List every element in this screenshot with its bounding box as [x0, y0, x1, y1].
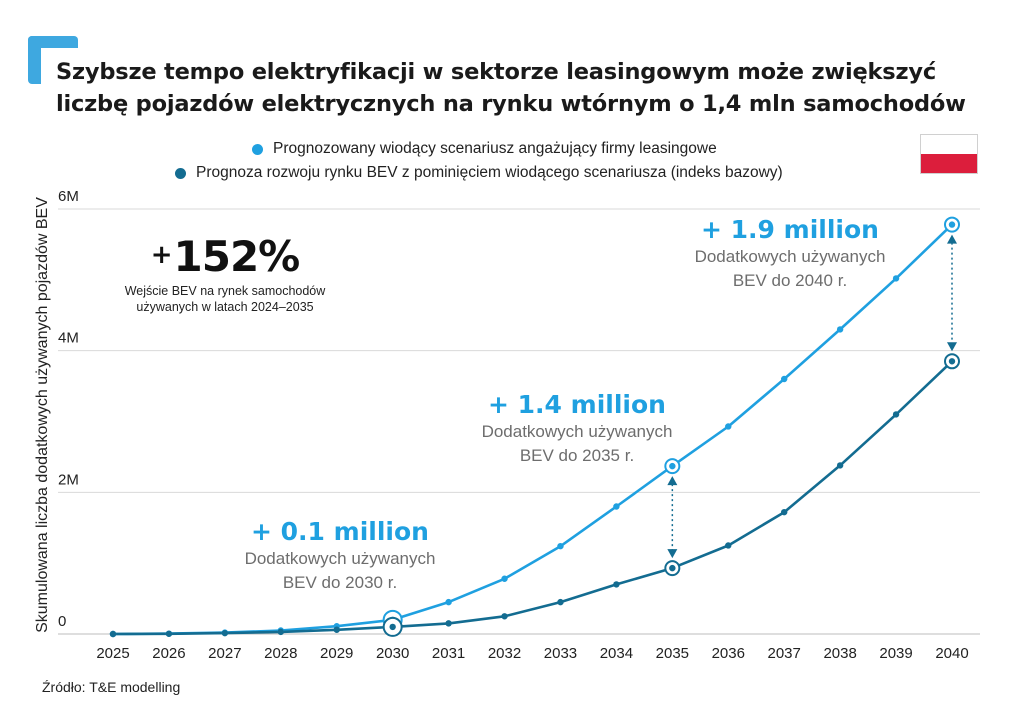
- point-leasing-2031: [445, 598, 452, 606]
- x-tick-label-2035: 2035: [656, 645, 689, 662]
- point-base-2039: [892, 411, 900, 418]
- point-base-2033: [557, 598, 564, 606]
- point-leasing-2033: [557, 542, 564, 550]
- big-stat: +152% Wejście BEV na rynek samochodów uż…: [105, 232, 345, 315]
- point-base-2028: [277, 628, 284, 636]
- annotation-2040: + 1.9 million Dodatkowych używanych BEV …: [650, 215, 930, 292]
- point-base-2036: [725, 542, 732, 549]
- point-base-2032: [501, 613, 508, 620]
- brand-logo: [28, 36, 78, 84]
- point-leasing-2036: [725, 423, 732, 430]
- point-base-2037: [781, 508, 788, 516]
- annotation-2030: + 0.1 million Dodatkowych używanych BEV …: [200, 517, 480, 594]
- point-leasing-2039: [892, 275, 900, 282]
- y-tick-label-3: 6M: [58, 188, 79, 205]
- point-leasing-2038: [836, 326, 844, 333]
- y-tick-label-1: 2M: [58, 471, 79, 488]
- big-stat-description: Wejście BEV na rynek samochodów używanyc…: [124, 284, 326, 314]
- annotation-2035-line1: Dodatkowych używanych: [481, 422, 673, 441]
- x-tick-label-2029: 2029: [320, 645, 353, 662]
- x-tick-label-2030: 2030: [376, 645, 409, 662]
- x-tick-label-2038: 2038: [823, 645, 856, 662]
- y-tick-label-0: 0: [58, 613, 66, 630]
- point-base-2040: [948, 358, 956, 365]
- annotation-2040-value: + 1.9 million: [701, 215, 879, 244]
- x-tick-label-2033: 2033: [544, 645, 577, 662]
- annotation-2035-value: + 1.4 million: [488, 390, 666, 419]
- x-tick-label-2036: 2036: [712, 645, 745, 662]
- point-leasing-2034: [613, 503, 620, 510]
- point-base-2027: [221, 629, 229, 637]
- source-note: Źródło: T&E modelling: [42, 679, 181, 695]
- y-axis-label: Skumulowana liczba dodatkowych używanych…: [34, 197, 51, 633]
- point-leasing-2037: [781, 375, 788, 383]
- x-tick-label-2032: 2032: [488, 645, 521, 662]
- x-tick-label-2031: 2031: [432, 645, 465, 662]
- annotation-2035-line2: BEV do 2035 r.: [519, 446, 635, 465]
- x-tick-label-2034: 2034: [600, 645, 633, 662]
- legend-item-base: Prognoza rozwoju rynku BEV z pominięciem…: [175, 164, 783, 182]
- legend-label-base: Prognoza rozwoju rynku BEV z pominięciem…: [196, 164, 783, 181]
- point-base-2034: [613, 581, 620, 588]
- x-tick-label-2037: 2037: [768, 645, 801, 662]
- x-tick-label-2027: 2027: [208, 645, 241, 662]
- arrowhead-up-2040: [947, 234, 957, 244]
- arrowhead-up-2035: [667, 476, 678, 486]
- annotation-2040-line2: BEV do 2040 r.: [732, 271, 848, 290]
- big-stat-value: +152%: [150, 232, 301, 281]
- legend-label-leasing: Prognozowany wiodący scenariusz angażują…: [273, 140, 717, 157]
- point-leasing-2035: [669, 462, 676, 470]
- x-tick-label-2040: 2040: [935, 645, 968, 662]
- arrowhead-down-2035: [667, 549, 678, 559]
- annotation-2040-line1: Dodatkowych używanych: [694, 247, 886, 266]
- legend-dot-leasing: [252, 143, 263, 155]
- point-leasing-2032: [501, 575, 508, 582]
- x-tick-label-2028: 2028: [264, 645, 297, 662]
- point-base-2030: [389, 623, 396, 631]
- legend-dot-base: [175, 167, 186, 179]
- x-tick-label-2039: 2039: [879, 645, 912, 662]
- point-base-2038: [836, 462, 844, 469]
- poland-flag-icon: [920, 134, 978, 174]
- annotation-2030-line1: Dodatkowych używanych: [244, 549, 436, 568]
- series-line-base: [111, 360, 954, 636]
- y-tick-label-2: 4M: [58, 330, 79, 347]
- legend-item-leasing: Prognozowany wiodący scenariusz angażują…: [252, 140, 717, 158]
- chart-title: Szybsze tempo elektryfikacji w sektorze …: [56, 59, 966, 117]
- x-tick-label-2026: 2026: [152, 645, 185, 662]
- point-base-2035: [669, 564, 676, 572]
- annotation-2030-value: + 0.1 million: [251, 517, 429, 546]
- point-base-2031: [445, 620, 452, 627]
- point-leasing-2040: [948, 221, 956, 228]
- annotation-2035: + 1.4 million Dodatkowych używanych BEV …: [437, 390, 717, 467]
- annotation-2030-line2: BEV do 2030 r.: [282, 573, 398, 592]
- point-base-2026: [165, 630, 173, 637]
- point-base-2029: [333, 626, 340, 633]
- point-base-2025: [109, 630, 117, 638]
- arrowhead-down-2040: [947, 342, 957, 352]
- x-tick-label-2025: 2025: [96, 645, 129, 662]
